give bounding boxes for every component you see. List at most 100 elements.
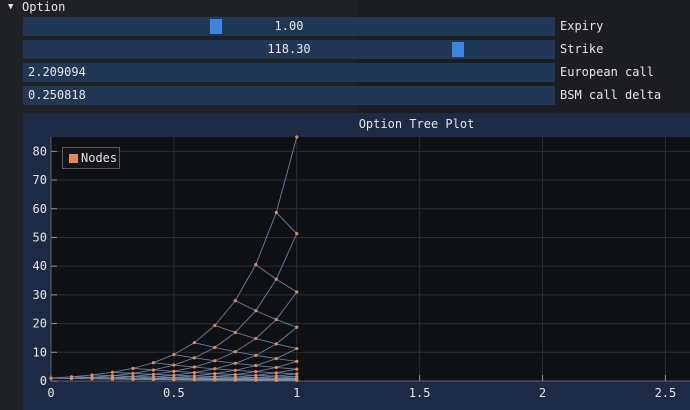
tree-edge — [276, 326, 298, 345]
tree-edges — [50, 136, 298, 381]
tree-node-point — [192, 341, 196, 345]
bsm-delta-value: 0.250818 — [28, 88, 86, 102]
tree-node-point — [254, 263, 258, 267]
tree-edge — [132, 362, 154, 369]
tree-edge — [276, 367, 297, 370]
tree-edge — [173, 357, 195, 366]
strike-slider[interactable]: 118.30 — [23, 40, 555, 59]
tree-node-point — [69, 375, 74, 379]
tree-edge — [276, 319, 297, 328]
tree-edge — [214, 374, 236, 377]
tree-edge — [153, 354, 175, 364]
tree-edge — [255, 372, 277, 376]
tree-edge — [235, 369, 256, 373]
tree-edge — [132, 369, 154, 374]
tree-edge — [255, 310, 277, 320]
tree-node-point — [192, 356, 196, 360]
tree-edge — [235, 371, 256, 375]
tree-edge — [255, 264, 277, 280]
tree-edge — [276, 373, 297, 377]
expiry-slider-grab[interactable] — [210, 19, 223, 34]
tree-edge — [132, 367, 154, 371]
tree-node-point — [213, 372, 217, 376]
tree-edge — [214, 325, 236, 333]
y-tick-label: 50 — [33, 230, 47, 244]
tree-node-point — [213, 367, 217, 371]
tree-edge — [235, 300, 257, 312]
plot-legend[interactable]: Nodes — [62, 147, 120, 169]
tree-edge — [71, 374, 93, 378]
tree-node-point — [172, 375, 176, 380]
tree-edge — [235, 362, 256, 366]
tree-edge — [255, 319, 277, 339]
tree-node-point — [295, 372, 299, 376]
tree-edge — [214, 368, 236, 371]
tree-edge — [214, 360, 236, 364]
tree-node-point — [254, 336, 258, 341]
option-section-header[interactable]: ▼ Option — [0, 0, 690, 14]
expiry-slider[interactable]: 1.00 — [23, 17, 555, 36]
tree-node-point — [295, 375, 299, 379]
tree-node-point — [131, 374, 135, 378]
y-tick-label: 30 — [33, 288, 47, 302]
strike-value: 118.30 — [267, 42, 311, 56]
tree-edge — [194, 373, 215, 377]
tree-edge — [214, 300, 236, 326]
tree-node-point — [213, 359, 217, 363]
tree-node-point — [295, 232, 299, 236]
tree-node-point — [295, 367, 299, 371]
tree-node-point — [274, 356, 278, 361]
tree-edge — [255, 374, 277, 377]
tree-node-point — [110, 370, 115, 374]
tree-node-point — [131, 366, 135, 370]
tree-edge — [173, 364, 195, 368]
tree-node-point — [274, 365, 278, 370]
tree-edge — [214, 347, 236, 353]
tree-edge — [255, 365, 277, 368]
tree-node-point — [192, 370, 196, 375]
tree-edge — [153, 370, 174, 375]
strike-slider-grab[interactable] — [452, 42, 464, 57]
y-tick-label: 10 — [33, 345, 47, 359]
tree-node-point — [274, 317, 278, 322]
tree-edge — [91, 371, 113, 376]
tree-node-point — [295, 346, 299, 351]
x-tick-label: 1.5 — [409, 386, 431, 400]
y-tick-label: 0 — [40, 374, 47, 388]
tree-node-point — [233, 299, 237, 303]
tree-edge — [214, 351, 236, 362]
tree-edge — [153, 369, 174, 372]
tree-node-point — [213, 323, 217, 328]
tree-edge — [255, 358, 277, 366]
tree-edge — [234, 310, 257, 333]
tree-node-point — [90, 375, 94, 379]
tree-edge — [276, 368, 297, 374]
bsm-delta-field[interactable]: 0.250818 — [23, 86, 555, 105]
tree-node-point — [233, 372, 237, 377]
tree-node-point — [295, 325, 299, 329]
tree-node-point — [254, 363, 258, 368]
collapse-arrow-icon[interactable]: ▼ — [8, 2, 14, 12]
tree-edge — [194, 357, 215, 362]
tree-edge — [275, 136, 298, 213]
tree-edge — [255, 371, 277, 374]
tree-node-point — [274, 342, 278, 346]
y-tick-label: 60 — [33, 202, 47, 216]
tree-edge — [275, 233, 298, 280]
tree-node-point — [233, 330, 237, 335]
tree-node-point — [274, 210, 278, 215]
tree-edge — [234, 264, 257, 301]
tree-edge — [153, 364, 174, 371]
x-tick-label: 1 — [293, 386, 300, 400]
x-tick-label: 2 — [539, 386, 546, 400]
tree-edge — [173, 374, 195, 377]
european-call-field[interactable]: 2.209094 — [23, 63, 555, 82]
tree-edge — [235, 354, 256, 364]
tree-edge — [194, 360, 215, 368]
tree-edge — [255, 338, 277, 345]
tree-edge — [194, 368, 215, 374]
tree-edge — [235, 332, 256, 339]
y-tick-label: 70 — [33, 173, 47, 187]
tree-node-point — [274, 371, 278, 375]
